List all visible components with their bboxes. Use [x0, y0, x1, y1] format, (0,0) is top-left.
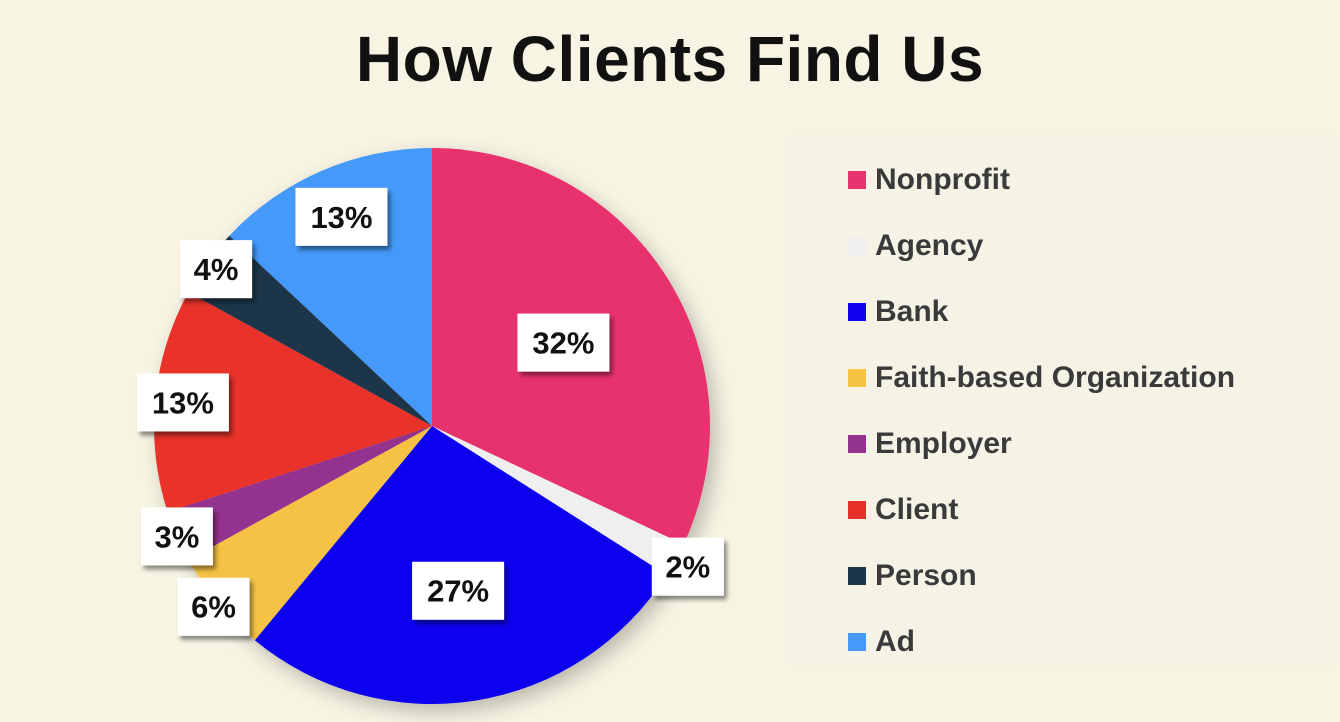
- legend-item-agency: Agency: [790, 213, 1338, 279]
- data-label-client: 13%: [136, 373, 229, 432]
- data-label-agency: 2%: [651, 537, 724, 596]
- data-label-text: 13%: [310, 200, 372, 235]
- legend-swatch: [848, 369, 866, 387]
- data-label-text: 4%: [194, 252, 239, 287]
- legend-swatch: [848, 237, 866, 255]
- data-label-ad: 13%: [295, 187, 388, 246]
- data-label-text: 27%: [427, 574, 489, 609]
- data-label-box: [180, 240, 253, 299]
- legend-label: Person: [875, 559, 977, 592]
- data-label-text: 2%: [665, 550, 710, 585]
- data-label-text: 32%: [532, 326, 594, 361]
- data-label-box: [136, 373, 229, 432]
- legend-label: Client: [875, 493, 959, 526]
- legend-label: Employer: [875, 427, 1012, 460]
- data-label-text: 13%: [152, 385, 214, 420]
- data-label-box: [651, 537, 724, 596]
- legend-label: Ad: [875, 625, 915, 658]
- data-label-text: 3%: [154, 519, 199, 554]
- data-label-employer: 3%: [140, 507, 213, 566]
- legend-swatch: [848, 303, 866, 321]
- legend-swatch: [848, 501, 866, 519]
- data-label-box: [177, 577, 250, 636]
- data-label-box: [295, 187, 388, 246]
- legend-item-client: Client: [790, 477, 1338, 543]
- legend-label: Nonprofit: [875, 163, 1010, 196]
- legend-item-faith-based-organization: Faith-based Organization: [790, 345, 1338, 411]
- legend-swatch: [848, 171, 866, 189]
- pie-data-labels: 32% 2% 27% 6% 3% 13% 4% 13%: [136, 187, 724, 636]
- data-label-box: [517, 313, 610, 372]
- legend-swatch: [848, 435, 866, 453]
- legend-swatch: [848, 567, 866, 585]
- data-label-person: 4%: [180, 240, 253, 299]
- pie-slice-agency: [432, 426, 684, 575]
- legend-item-ad: Ad: [790, 609, 1338, 675]
- data-label-text: 6%: [191, 590, 236, 625]
- legend-item-employer: Employer: [790, 411, 1338, 477]
- chart-title: How Clients Find Us: [355, 23, 985, 95]
- legend-item-nonprofit: Nonprofit: [790, 147, 1338, 213]
- data-label-nonprofit: 32%: [517, 313, 610, 372]
- pie-slice-employer: [167, 426, 432, 560]
- data-label-box: [412, 561, 505, 620]
- pie-slice-client: [153, 292, 432, 512]
- legend-label: Faith-based Organization: [875, 361, 1236, 394]
- legend-label: Bank: [875, 295, 949, 328]
- data-label-bank: 27%: [412, 561, 505, 620]
- legend-item-bank: Bank: [790, 279, 1338, 345]
- legend-item-person: Person: [790, 543, 1338, 609]
- data-label-box: [140, 507, 213, 566]
- data-label-faith-based-organization: 6%: [177, 577, 250, 636]
- legend-label: Agency: [875, 229, 984, 262]
- legend: Nonprofit Agency Bank Faith-based Organizat…: [790, 135, 1338, 665]
- legend-swatch: [848, 633, 866, 651]
